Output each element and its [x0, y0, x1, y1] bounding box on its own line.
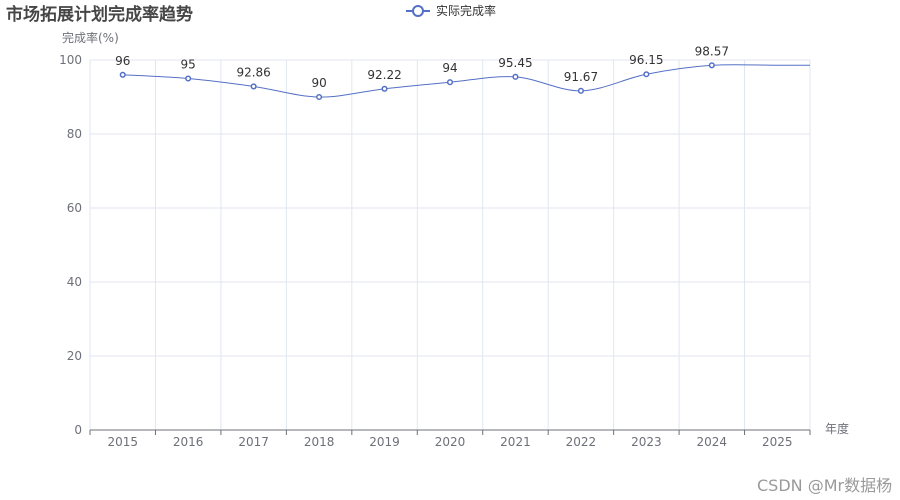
data-label: 96: [115, 54, 130, 68]
data-point[interactable]: [119, 71, 126, 78]
y-tick-label: 60: [67, 201, 82, 215]
data-label: 96.15: [629, 53, 663, 67]
x-tick-label: 2023: [631, 435, 662, 449]
data-label: 91.67: [564, 70, 598, 84]
x-tick-label: 2025: [762, 435, 793, 449]
data-label: 92.22: [367, 68, 401, 82]
data-point[interactable]: [250, 83, 257, 90]
x-tick-label: 2020: [435, 435, 466, 449]
data-label: 90: [311, 76, 326, 90]
data-point[interactable]: [446, 79, 454, 86]
y-tick-label: 40: [67, 275, 82, 289]
x-tick-label: 2019: [369, 435, 400, 449]
data-label: 92.86: [236, 65, 270, 79]
y-tick-label: 20: [67, 349, 82, 363]
y-tick-label: 0: [74, 423, 82, 437]
x-tick-label: 2021: [500, 435, 531, 449]
data-point[interactable]: [708, 62, 715, 69]
x-tick-label: 2022: [566, 435, 597, 449]
data-label: 95: [181, 58, 196, 72]
x-tick-label: 2024: [697, 435, 728, 449]
data-label: 95.45: [498, 56, 532, 70]
grid-layer: [89, 59, 811, 430]
data-point[interactable]: [643, 71, 650, 78]
data-label: 98.57: [695, 44, 729, 58]
legend-label: 实际完成率: [436, 3, 496, 18]
y-tick-label: 80: [67, 127, 82, 141]
series-line: [122, 64, 810, 98]
data-label: 94: [442, 61, 457, 75]
data-point[interactable]: [381, 85, 388, 92]
data-point[interactable]: [185, 75, 192, 82]
data-point[interactable]: [577, 87, 584, 94]
legend-point-marker: [412, 5, 424, 17]
x-tick-label: 2015: [107, 435, 138, 449]
x-axis-label: 年度: [825, 421, 849, 436]
labels-layer: 96 95 92.86 90 92.22 94 95.45 91.67 96.15 98.57: [115, 44, 729, 90]
axis-layer: 0 20 40 60 80 100 2015 2016 2017 2018 2019 2020 2021…: [59, 53, 811, 449]
watermark-text: CSDN @Mr数据杨: [757, 476, 892, 495]
data-point[interactable]: [512, 73, 519, 80]
y-axis-label: 完成率(%): [62, 30, 119, 45]
x-tick-label: 2016: [173, 435, 204, 449]
legend[interactable]: 实际完成率: [406, 3, 496, 18]
chart-title: 市场拓展计划完成率趋势: [6, 4, 193, 25]
series-layer: [119, 62, 810, 101]
x-tick-label: 2017: [238, 435, 269, 449]
y-tick-label: 100: [59, 53, 82, 67]
x-tick-label: 2018: [304, 435, 335, 449]
data-point[interactable]: [316, 93, 323, 101]
